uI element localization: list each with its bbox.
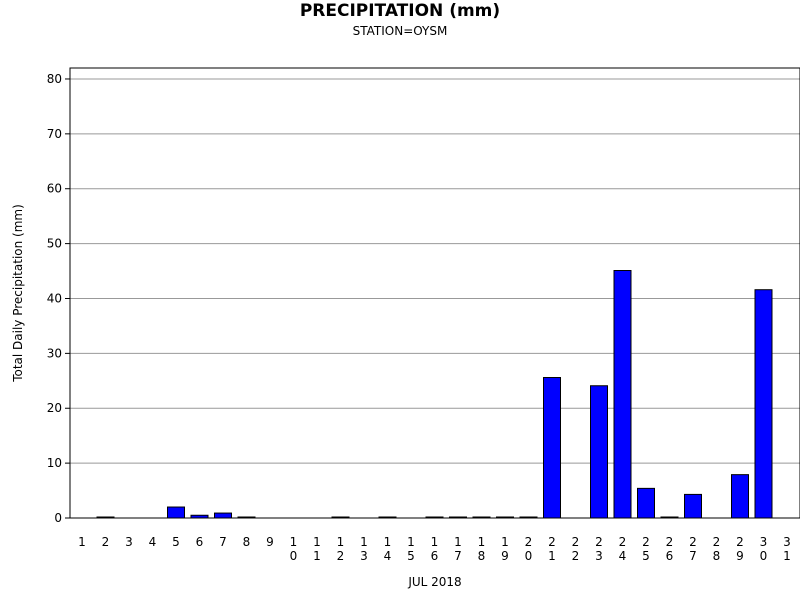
- y-tick-label: 40: [47, 291, 62, 305]
- bar-day-25: [637, 487, 655, 519]
- chart-subtitle: STATION=OYSM: [352, 24, 448, 38]
- bar-day-21: [543, 377, 561, 519]
- y-tick-label: 20: [47, 401, 62, 415]
- x-tick-label: 1: [78, 535, 86, 549]
- x-tick-label: 7: [219, 535, 227, 549]
- bar-day-24: [613, 270, 632, 519]
- y-axis-ticks: 0 10 20 30 40 50 60 70 80: [47, 72, 70, 525]
- x-tick-label: 5: [172, 535, 180, 549]
- x-tick-label: 8: [243, 535, 251, 549]
- bar-day-29: [731, 474, 749, 519]
- bar-day-27: [684, 493, 702, 519]
- y-axis-label: Total Daily Precipitation (mm): [11, 204, 25, 383]
- x-tick-label: 2: [102, 535, 110, 549]
- y-tick-label: 60: [47, 182, 62, 196]
- gridlines: [70, 78, 800, 464]
- plot-frame: [69, 67, 800, 519]
- chart-title: PRECIPITATION (mm): [299, 1, 501, 21]
- bar-day-23: [590, 385, 608, 519]
- y-tick-label: 10: [47, 456, 62, 470]
- x-tick-label: 6: [196, 535, 204, 549]
- x-tick-label: 3: [125, 535, 133, 549]
- y-tick-label: 50: [47, 237, 62, 251]
- y-tick-label: 80: [47, 72, 62, 86]
- x-tick-label: 4: [149, 535, 157, 549]
- bars: [96, 270, 773, 519]
- bar-day-5: [167, 506, 185, 519]
- x-axis-label: JUL 2018: [407, 575, 461, 589]
- x-tick-label: 9: [266, 535, 274, 549]
- bar-day-7: [214, 512, 232, 519]
- y-tick-label: 30: [47, 346, 62, 360]
- y-tick-label: 70: [47, 127, 62, 141]
- bar-day-30: [754, 289, 773, 519]
- x-axis-ticks: 1 2 3 4 5 6 7 8 9 1 01 11 21 31 41 51 61 71 81 92 02 12 22 32 42…: [78, 535, 791, 563]
- y-tick-label: 0: [54, 511, 62, 525]
